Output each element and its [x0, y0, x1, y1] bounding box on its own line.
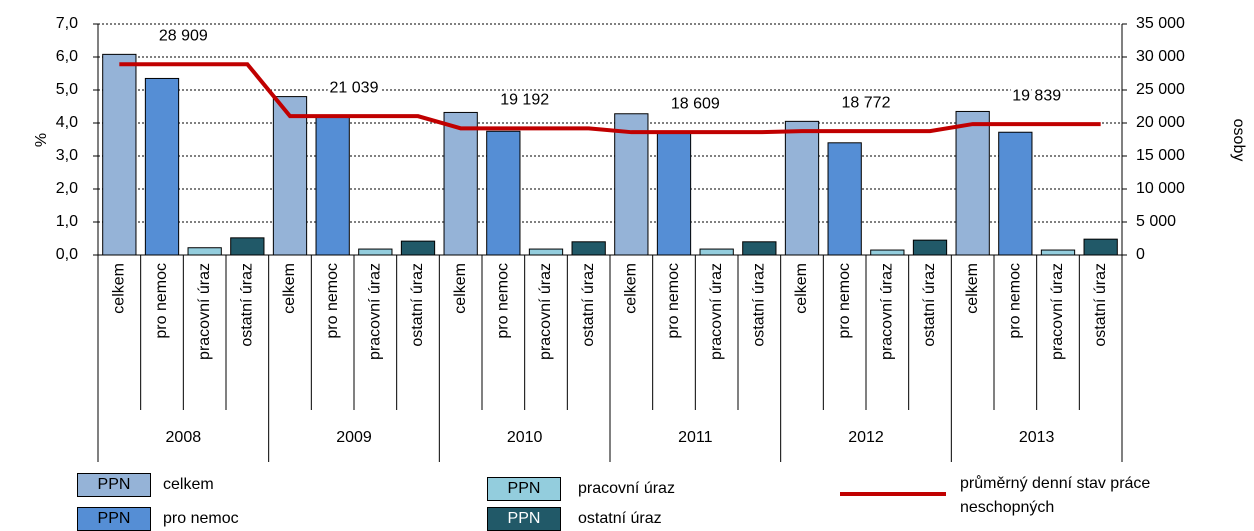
y2-tick-label: 10 000 [1136, 180, 1185, 197]
x-tick-label: celkem [281, 263, 298, 314]
legend-label: celkem [163, 476, 214, 493]
y-tick-label: 3,0 [56, 147, 78, 164]
y-tick-label: 1,0 [56, 213, 78, 230]
bar [571, 241, 606, 256]
bar [1040, 249, 1076, 256]
bar [1083, 238, 1118, 256]
x-tick-label: pracovní úraz [1049, 263, 1066, 360]
x-tick-label: pracovní úraz [537, 263, 554, 360]
bar [614, 113, 649, 256]
data-label: 18 772 [842, 94, 891, 111]
x-tick-label: ostatní úraz [1092, 263, 1109, 347]
x-tick-label: pro nemoc [495, 263, 512, 339]
x-tick-label: pro nemoc [324, 263, 341, 339]
bar [315, 115, 350, 256]
y-tick-label: 7,0 [56, 15, 78, 32]
legend-swatch: PPN [487, 477, 561, 501]
legend-label: pro nemoc [163, 510, 239, 527]
data-label: 19 839 [1012, 87, 1061, 104]
y2-tick-label: 25 000 [1136, 81, 1185, 98]
y2-tick-label: 35 000 [1136, 15, 1185, 32]
x-tick-label: pro nemoc [153, 263, 170, 339]
bar [400, 240, 436, 256]
bar [998, 131, 1033, 256]
x-tick-label: pracovní úraz [708, 263, 725, 360]
y2-axis-label: osoby [1230, 119, 1247, 162]
y2-tick-label: 20 000 [1136, 114, 1185, 131]
bar [528, 248, 564, 256]
bar [358, 248, 393, 256]
data-label: 28 909 [159, 27, 208, 44]
bar [272, 96, 308, 256]
data-label: 18 609 [671, 95, 720, 112]
bar [870, 249, 905, 256]
y-tick-label: 4,0 [56, 114, 78, 131]
line-series [119, 62, 1101, 135]
x-tick-label: pro nemoc [665, 263, 682, 339]
x-tick-label: pracovní úraz [879, 263, 896, 360]
group-label: 2011 [678, 429, 713, 446]
y-tick-label: 2,0 [56, 180, 78, 197]
x-tick-label: ostatní úraz [751, 263, 768, 347]
legend-swatch: PPN [77, 507, 151, 531]
x-tick-label: celkem [964, 263, 981, 314]
legend-swatch: PPN [487, 507, 561, 531]
bar [912, 239, 948, 256]
group-label: 2010 [507, 429, 543, 446]
bar [784, 120, 820, 256]
x-tick-label: ostatní úraz [239, 263, 256, 347]
bar [656, 130, 692, 256]
bar [955, 110, 990, 256]
x-tick-label: ostatní úraz [580, 263, 597, 347]
y2-tick-label: 30 000 [1136, 48, 1185, 65]
y2-tick-label: 5 000 [1136, 213, 1176, 230]
bar [230, 237, 265, 256]
x-tick-label: pracovní úraz [367, 263, 384, 360]
x-tick-label: pracovní úraz [196, 263, 213, 360]
y-tick-label: 6,0 [56, 48, 78, 65]
x-tick-label: celkem [793, 263, 810, 314]
group-label: 2008 [166, 429, 202, 446]
y2-tick-label: 0 [1136, 246, 1145, 263]
x-tick-label: pro nemoc [836, 263, 853, 339]
data-label: 21 039 [330, 79, 379, 96]
bar [443, 111, 478, 256]
bar [102, 53, 137, 256]
bar [486, 130, 521, 256]
bar [187, 247, 222, 256]
bar [742, 241, 777, 256]
y-axis-label: % [33, 133, 50, 147]
y-tick-label: 5,0 [56, 81, 78, 98]
y2-tick-label: 15 000 [1136, 147, 1185, 164]
x-tick-label: celkem [623, 263, 640, 314]
bar [699, 248, 734, 256]
legend-label: ostatní úraz [578, 510, 662, 527]
legend-label: pracovní úraz [578, 480, 675, 497]
x-tick-label: ostatní úraz [921, 263, 938, 347]
bar [827, 142, 862, 256]
x-tick-label: ostatní úraz [409, 263, 426, 347]
y-tick-label: 0,0 [56, 246, 78, 263]
group-label: 2012 [848, 429, 884, 446]
group-label: 2013 [1019, 429, 1055, 446]
legend-line [840, 492, 946, 496]
group-label: 2009 [336, 429, 372, 446]
bar [144, 77, 180, 256]
x-tick-label: celkem [111, 263, 128, 314]
data-label: 19 192 [500, 92, 549, 109]
chart: % osoby 0,0 1,0 2,0 3,0 4,0 5,0 6,0 7,0 0 5 000 10… [33, 15, 1247, 462]
legend-swatch: PPN [77, 473, 151, 497]
x-tick-label: celkem [452, 263, 469, 314]
x-tick-label: pro nemoc [1007, 263, 1024, 339]
legend-label: průměrný denní stav práce neschopných [960, 475, 1151, 516]
